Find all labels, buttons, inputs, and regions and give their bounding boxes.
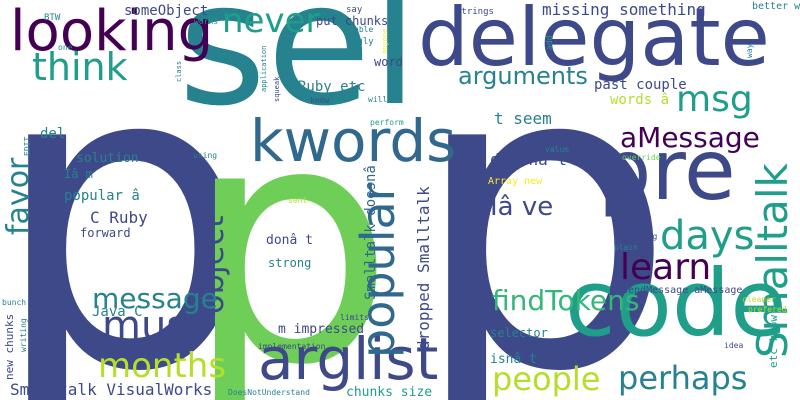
word-72: will	[368, 95, 388, 104]
word-65: add	[545, 35, 554, 50]
word-26: message	[92, 282, 218, 315]
word-7: kwords	[250, 107, 457, 175]
word-36: someObject	[124, 3, 209, 19]
word-63: strings	[456, 7, 494, 17]
word-28: missing something	[542, 0, 706, 19]
word-86: bunch	[2, 298, 27, 307]
word-88: independent	[88, 346, 141, 355]
word-46: Java C	[92, 304, 143, 320]
word-25: findTokens	[492, 284, 640, 317]
word-61: able	[354, 25, 374, 34]
word-38: Ruby etc	[298, 79, 366, 95]
word-62: ugly	[352, 37, 374, 47]
word-47: donâ t	[266, 233, 313, 248]
word-4: delegate	[418, 0, 770, 84]
word-13: never	[222, 1, 320, 41]
word-41: popular â	[64, 188, 140, 204]
word-33: past couple	[594, 77, 687, 93]
word-68: class	[175, 60, 183, 82]
word-3: sel	[178, 0, 419, 144]
word-84: implementation	[258, 342, 326, 351]
word-49: m impressed	[278, 322, 365, 337]
word-66: way	[745, 43, 754, 58]
word-83: prefered	[748, 305, 787, 314]
word-52: isnâ t	[490, 352, 537, 367]
word-79: something	[614, 232, 658, 241]
word-80: plain	[614, 243, 639, 252]
word-73: perform	[370, 118, 404, 127]
word-6: pre	[598, 121, 736, 219]
word-35: words â	[610, 92, 670, 108]
word-15: months	[98, 346, 227, 386]
word-45: forward	[80, 226, 131, 240]
word-77: using	[193, 151, 218, 160]
word-67: one	[58, 43, 73, 52]
word-48: strong	[268, 256, 312, 270]
word-20: perhaps	[618, 359, 748, 397]
word-16: must	[102, 303, 203, 349]
word-64: anyone	[381, 28, 389, 54]
word-71: know	[310, 96, 330, 105]
word-69: application	[260, 45, 268, 92]
word-29: Smalltalk VisualWorks	[10, 380, 213, 399]
word-32: doesnâ t	[490, 150, 568, 169]
word-31: Smalltalk doesnâ	[363, 165, 379, 300]
word-1: p	[410, 0, 677, 400]
word-40: C Ruby	[90, 208, 148, 227]
word-42: Iâ m	[64, 167, 93, 181]
word-78: sent	[288, 196, 308, 205]
word-44: del	[40, 126, 66, 142]
word-74: value	[545, 145, 570, 154]
word-24: arguments	[458, 62, 588, 90]
word-39: word	[374, 55, 403, 69]
word-37: put chunks	[316, 14, 389, 28]
word-12: think	[32, 45, 128, 89]
word-70: squeak	[273, 76, 281, 102]
word-9: arglist	[258, 325, 439, 393]
word-0: p	[0, 0, 257, 400]
word-57: better way	[752, 1, 800, 12]
word-89: DoesNotUnderstand	[228, 388, 310, 397]
word-43: solution	[76, 151, 139, 166]
word-17: days	[660, 213, 755, 259]
word-81: limits	[340, 313, 369, 322]
word-8: looking	[10, 0, 214, 64]
word-19: people	[492, 360, 601, 398]
word-2: p	[185, 53, 395, 400]
word-30: dropped Smalltalk	[414, 186, 433, 350]
word-51: selector	[490, 326, 548, 340]
word-50: chunks size	[346, 385, 433, 400]
word-76: EDIT	[23, 136, 32, 156]
word-23: aMessage	[620, 121, 760, 154]
word-82: cleaner	[742, 295, 776, 304]
word-58: BTW	[44, 13, 61, 23]
word-5: code	[565, 250, 787, 357]
word-59: works	[194, 17, 219, 26]
word-87: writing	[19, 318, 28, 352]
word-75: override	[622, 153, 661, 162]
word-18: learn	[620, 247, 712, 288]
word-54: etc know	[767, 315, 780, 368]
word-27: Iâ ve	[490, 192, 554, 222]
word-60: say	[346, 5, 363, 15]
word-85: idea	[724, 341, 744, 350]
word-34: t seem	[494, 109, 552, 128]
word-22: favor	[1, 157, 36, 235]
word-14: msg	[676, 79, 753, 120]
word-53: new chunks	[3, 313, 16, 380]
word-56: sendMessage aMessage	[622, 285, 743, 296]
word-55: Array new	[488, 176, 543, 187]
